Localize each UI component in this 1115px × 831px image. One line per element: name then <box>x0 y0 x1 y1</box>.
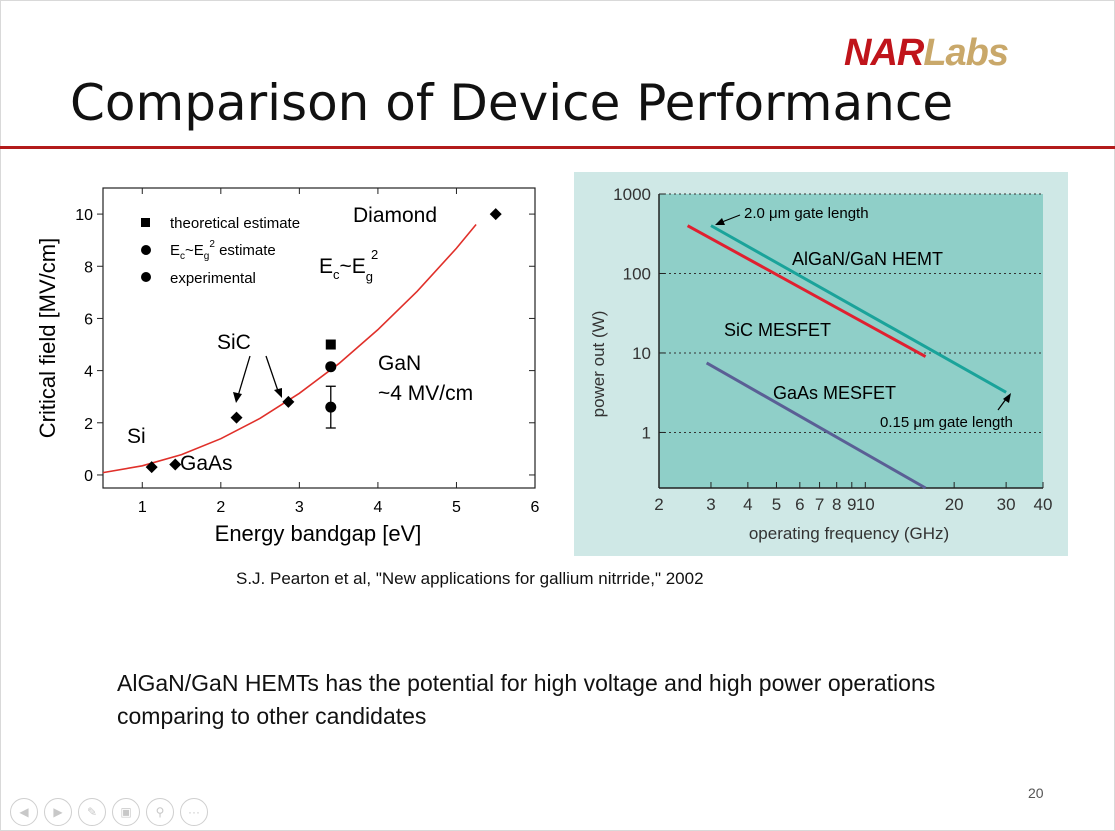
label-gan: GaN <box>378 352 421 375</box>
left-x-tick-label: 6 <box>531 499 540 516</box>
right-x-tick-label: 9 <box>847 495 856 514</box>
pen-icon[interactable]: ✎ <box>78 798 106 826</box>
label-gaas-mesfet: GaAs MESFET <box>773 383 896 403</box>
equation-label: Ec~Eg2 <box>319 247 378 284</box>
sic-arrow-1 <box>237 355 251 397</box>
legend-square-marker <box>141 218 150 227</box>
right-x-tick-label: 8 <box>832 495 841 514</box>
gate-long-arrow <box>721 214 741 223</box>
slide-nav-toolbar: ◀ ▶ ✎ ▣ ⚲ ··· <box>10 798 208 826</box>
sic-arrowhead-2 <box>274 388 282 398</box>
legend-label-estimate: Ec~Eg2 estimate <box>170 239 276 262</box>
right-x-tick-label: 5 <box>772 495 781 514</box>
legend-label-experimental: experimental <box>170 270 256 287</box>
label-si: Si <box>127 425 146 448</box>
series-line-0 <box>710 224 1007 394</box>
gate-short-arrow <box>997 398 1007 411</box>
label-gan-value: ~4 MV/cm <box>378 382 473 405</box>
right-x-axis-label: operating frequency (GHz) <box>749 524 949 543</box>
right-x-tick-label: 40 <box>1034 495 1053 514</box>
left-plot-frame <box>102 187 536 489</box>
left-y-tick-label: 8 <box>84 259 93 276</box>
forward-icon[interactable]: ▶ <box>44 798 72 826</box>
summary-text: AlGaN/GaN HEMTs has the potential for hi… <box>117 670 936 729</box>
left-y-tick-label: 0 <box>84 468 93 485</box>
logo-labs: Labs <box>923 32 1009 74</box>
left-y-tick-label: 4 <box>84 364 93 381</box>
narlabs-logo: NARLabs <box>844 32 1009 75</box>
sic-arrow-2 <box>265 355 279 392</box>
zoom-icon[interactable]: ⚲ <box>146 798 174 826</box>
right-plot-area <box>659 194 1043 488</box>
annotation-gate-long: 2.0 μm gate length <box>744 205 869 222</box>
legend-label-theoretical: theoretical estimate <box>170 215 300 232</box>
point-gan-4 <box>325 339 336 350</box>
point-si-0 <box>145 461 158 474</box>
right-x-tick-label: 10 <box>856 495 875 514</box>
critical-field-chart: 1 2 3 4 5 6 0 2 4 6 8 10 theoretical estimate Ec~Eg… <box>35 187 540 546</box>
right-y-axis-label: power out (W) <box>589 311 608 418</box>
right-y-tick-label: 1000 <box>613 185 651 204</box>
left-y-tick-label: 10 <box>75 207 93 224</box>
label-algan-hemt: AlGaN/GaN HEMT <box>792 249 943 269</box>
point-gan-5 <box>325 361 337 373</box>
right-x-tick-label: 7 <box>815 495 824 514</box>
logo-nar: NAR <box>844 32 924 74</box>
label-diamond: Diamond <box>353 204 437 227</box>
left-x-tick-label: 4 <box>373 499 382 516</box>
sic-arrowhead-1 <box>233 392 242 403</box>
point-sic-2 <box>230 411 243 424</box>
back-icon[interactable]: ◀ <box>10 798 38 826</box>
right-x-tick-label: 4 <box>743 495 752 514</box>
slides-icon[interactable]: ▣ <box>112 798 140 826</box>
label-sic-mesfet: SiC MESFET <box>724 320 831 340</box>
more-icon[interactable]: ··· <box>180 798 208 826</box>
left-y-axis-label: Critical field [MV/cm] <box>35 238 60 438</box>
fit-curve-line <box>102 224 477 474</box>
left-y-tick-label: 6 <box>84 311 93 328</box>
legend-circle-marker-2 <box>141 272 151 282</box>
right-x-tick-label: 30 <box>997 495 1016 514</box>
right-x-tick-label: 20 <box>945 495 964 514</box>
title-rule <box>0 146 1115 149</box>
point-sic-3 <box>282 395 295 408</box>
left-x-tick-label: 1 <box>138 499 147 516</box>
right-x-tick-label: 3 <box>706 495 715 514</box>
right-x-tick-label: 2 <box>654 495 663 514</box>
point-diamond-7 <box>489 208 502 221</box>
series-line-1 <box>686 224 927 358</box>
right-y-tick-label: 1 <box>642 423 651 442</box>
label-sic: SiC <box>217 331 251 354</box>
right-x-tick-label: 6 <box>795 495 804 514</box>
legend-circle-marker <box>141 245 151 255</box>
point-gaas-1 <box>169 458 182 471</box>
left-x-tick-label: 2 <box>216 499 225 516</box>
citation-text: S.J. Pearton et al, "New applications fo… <box>236 569 704 588</box>
point-gan-6 <box>325 401 337 413</box>
right-y-tick-label: 10 <box>632 344 651 363</box>
gate-short-arrowhead <box>1003 393 1011 403</box>
gate-long-arrowhead <box>715 218 725 225</box>
right-y-tick-label: 100 <box>623 264 651 283</box>
annotation-gate-short: 0.15 μm gate length <box>880 414 1013 431</box>
series-line-2 <box>705 361 927 490</box>
left-y-tick-label: 2 <box>84 416 93 433</box>
left-x-tick-label: 3 <box>295 499 304 516</box>
left-x-tick-label: 5 <box>452 499 461 516</box>
slide-title: Comparison of Device Performance <box>70 74 954 132</box>
page-number: 20 <box>1028 785 1044 801</box>
label-gaas: GaAs <box>180 452 233 475</box>
left-x-axis-label: Energy bandgap [eV] <box>215 521 422 546</box>
